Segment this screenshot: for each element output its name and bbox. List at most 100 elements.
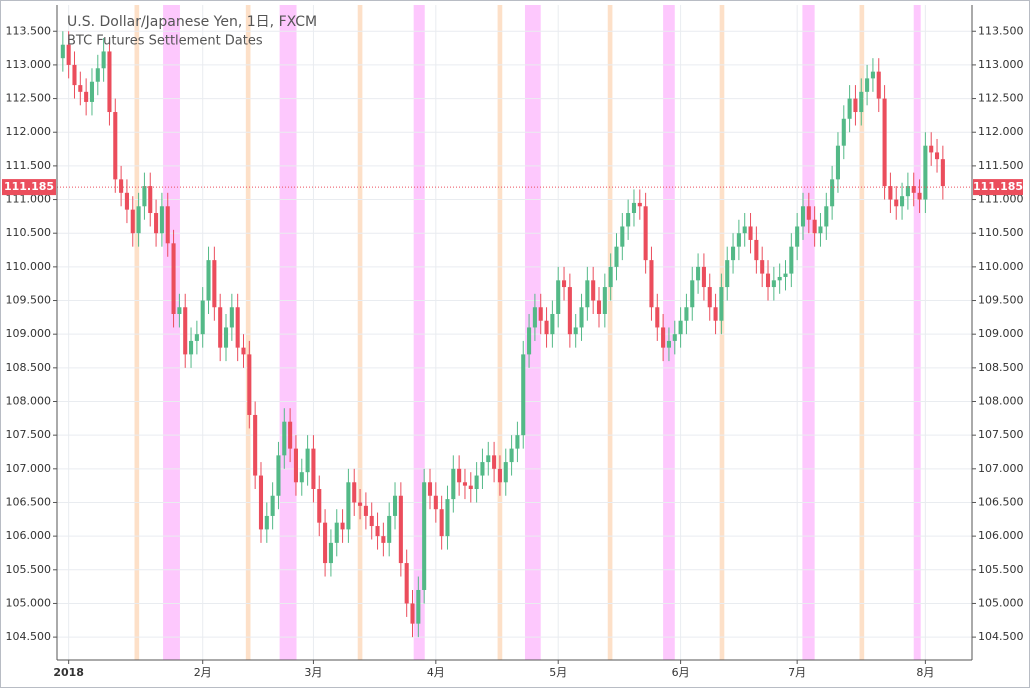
candle-body (142, 186, 147, 207)
candle-body (655, 307, 660, 328)
candle-body (101, 51, 106, 69)
y-tick-label: 107.000 (6, 462, 52, 475)
candle-body (795, 226, 800, 247)
candle-body (754, 239, 759, 261)
candle-body (736, 233, 741, 247)
y-tick-label: 113.000 (978, 58, 1024, 71)
candle-body (509, 448, 514, 463)
candle-body (538, 307, 543, 321)
candle-body (183, 307, 188, 355)
candle-body (777, 276, 782, 281)
candle-body (492, 455, 497, 469)
candle-body (293, 448, 298, 483)
y-tick-label: 105.000 (978, 596, 1024, 609)
candle-body (416, 589, 421, 624)
candle-body (661, 327, 666, 348)
candle-body (154, 213, 159, 234)
candle-body (387, 515, 392, 543)
candle-body (264, 515, 269, 530)
settlement-band (134, 5, 140, 660)
candle-body (398, 495, 403, 564)
candle-body (626, 213, 631, 227)
candle-body (789, 246, 794, 274)
candle-body (835, 145, 840, 180)
candle-body (189, 340, 194, 355)
candle-body (707, 287, 712, 308)
candle-body (200, 300, 205, 335)
y-tick-label: 107.500 (978, 428, 1024, 441)
y-tick-label: 111.500 (978, 159, 1024, 172)
candle-body (596, 300, 602, 314)
y-tick-label: 110.000 (978, 260, 1024, 273)
candle-body (346, 482, 351, 530)
candle-body (731, 246, 736, 261)
candle-body (258, 475, 264, 530)
candle-body (288, 421, 293, 449)
candle-body (783, 273, 788, 277)
candle-body (503, 462, 508, 483)
candle-body (392, 495, 398, 516)
candle-body (865, 78, 870, 92)
candle-body (532, 307, 537, 328)
candle-body (614, 246, 619, 267)
y-tick-label: 112.000 (978, 125, 1024, 138)
settlement-band (719, 5, 725, 660)
x-tick-label: 2018 (53, 666, 84, 679)
candle-body (824, 206, 829, 227)
candle-body (340, 522, 345, 530)
candle-body (486, 455, 491, 463)
x-tick-label: 5月 (549, 666, 567, 679)
candle-body (719, 287, 724, 321)
candle-body (929, 145, 934, 153)
candle-body (165, 206, 170, 244)
candle-body (253, 414, 258, 476)
candle-body (474, 475, 479, 490)
candle-body (701, 266, 706, 288)
settlement-band (279, 5, 297, 660)
candle-body (427, 482, 433, 496)
candle-body (602, 287, 607, 314)
candle-body (812, 219, 817, 234)
candle-body (404, 563, 409, 604)
settlement-band (245, 5, 251, 660)
candle-body (89, 81, 95, 102)
y-tick-label: 109.000 (978, 327, 1024, 340)
y-tick-label: 106.000 (978, 529, 1024, 542)
candle-body (445, 499, 450, 537)
candle-body (124, 192, 129, 210)
candle-body (515, 435, 520, 449)
candle-body (911, 186, 916, 193)
candle-body (696, 266, 701, 281)
candle-body (369, 515, 374, 527)
candle-body (159, 206, 164, 234)
candle-body (72, 64, 77, 86)
candle-body (60, 44, 65, 59)
y-tick-label: 108.500 (978, 361, 1024, 374)
settlement-band (357, 5, 363, 660)
candle-body (177, 307, 182, 314)
candle-body (678, 320, 683, 335)
candle-body (422, 482, 427, 590)
plot-layer (57, 31, 972, 638)
candle-body (847, 98, 852, 119)
y-tick-label: 112.500 (6, 92, 52, 105)
candle-body (666, 340, 671, 348)
candle-body (544, 320, 549, 335)
candle-body (107, 51, 112, 113)
candle-body (363, 505, 368, 516)
candle-body (672, 334, 677, 341)
candle-body (113, 112, 118, 180)
candle-body (462, 482, 468, 486)
candle-body (765, 273, 771, 288)
candle-body (497, 468, 502, 483)
candle-body (550, 313, 555, 335)
y-tick-label: 112.500 (978, 92, 1024, 105)
candle-body (923, 145, 928, 200)
candle-body (643, 206, 648, 261)
y-tick-label: 106.500 (978, 495, 1024, 508)
y-tick-label: 110.500 (6, 226, 52, 239)
y-tick-label: 108.000 (978, 395, 1024, 408)
x-tick-label: 2月 (194, 666, 212, 679)
candle-body (725, 260, 730, 288)
candle-body (317, 489, 322, 523)
